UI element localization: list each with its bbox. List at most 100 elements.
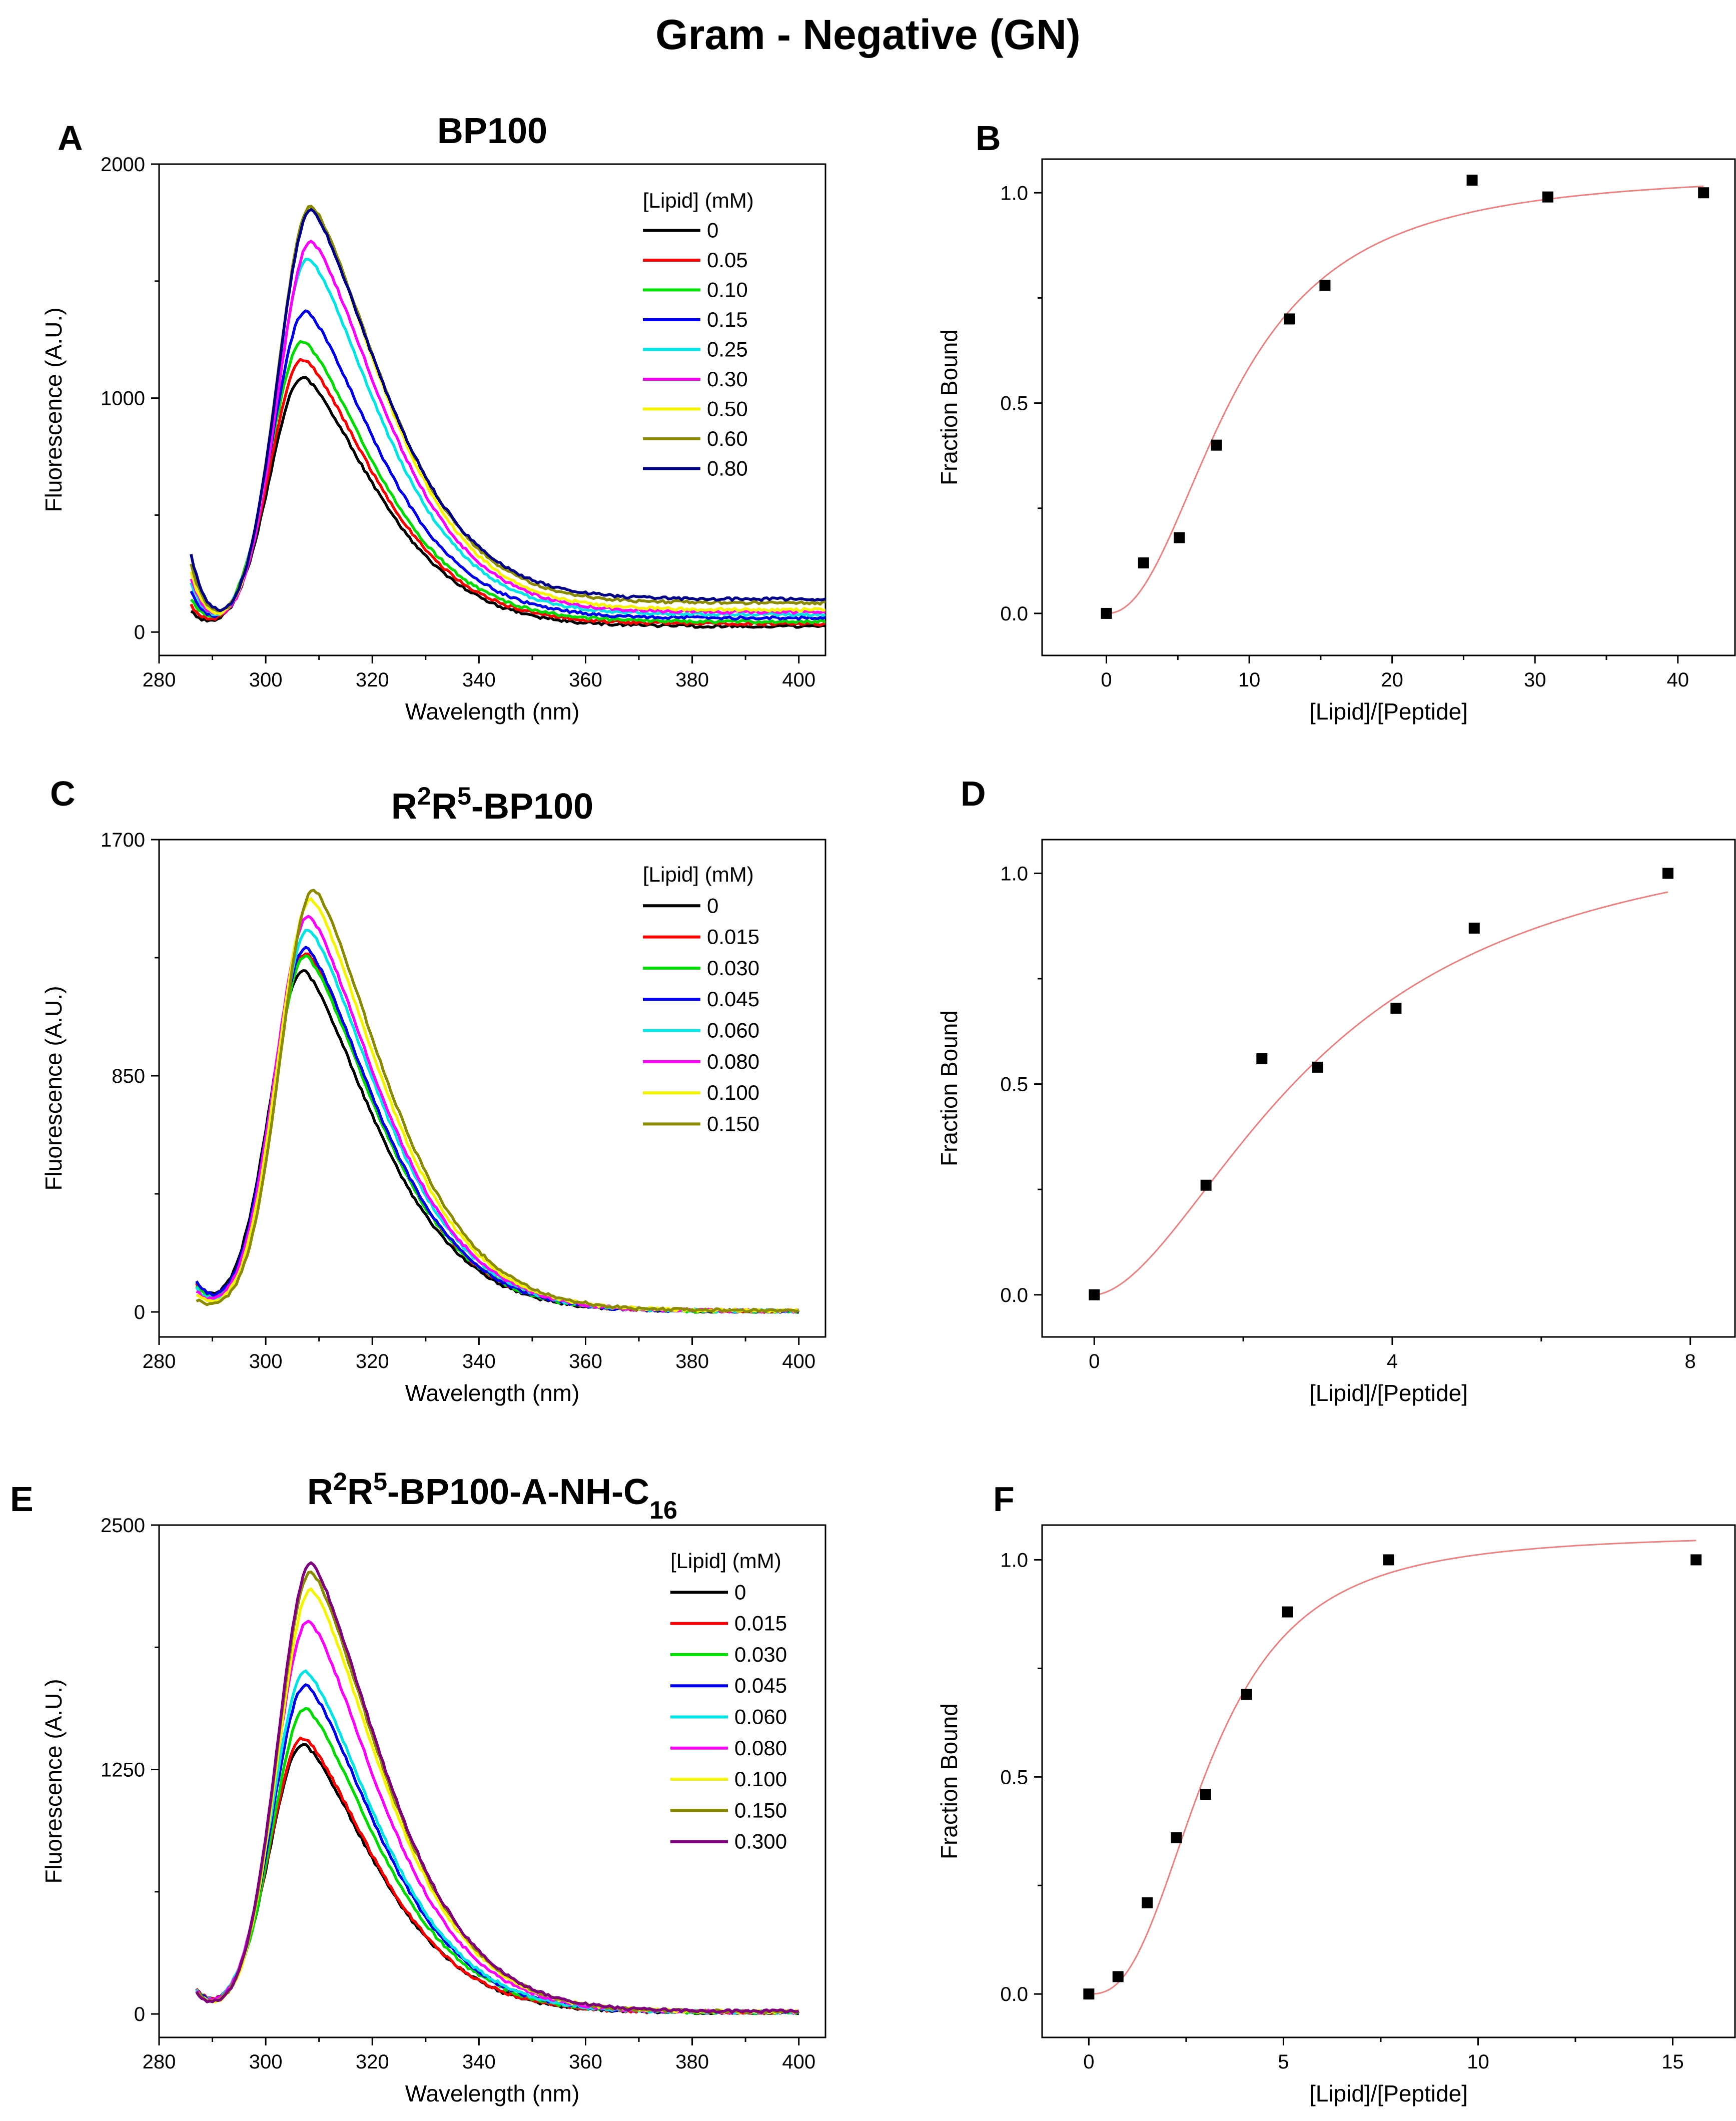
data-point <box>1390 1002 1402 1014</box>
y-tick-label: 0.5 <box>1000 1766 1028 1788</box>
legend-entry: 0.015 <box>734 1612 787 1635</box>
legend-entry: 0.060 <box>734 1705 787 1729</box>
data-point <box>1282 1606 1293 1618</box>
x-axis-label: [Lipid]/[Peptide] <box>1309 2080 1468 2106</box>
legend-entry: 0.80 <box>707 457 748 480</box>
x-tick-label: 380 <box>675 1350 709 1372</box>
legend-entry: 0.30 <box>707 367 748 391</box>
x-tick-label: 400 <box>782 669 815 691</box>
data-point <box>1171 1832 1182 1843</box>
data-point <box>1468 922 1480 934</box>
data-point <box>1319 280 1331 291</box>
x-tick-label: 40 <box>1667 669 1689 691</box>
data-point <box>1101 607 1112 619</box>
series-line-0.150 <box>196 1570 799 2014</box>
data-point <box>1690 1554 1702 1566</box>
fit-curve <box>1089 1540 1696 1995</box>
panel-title: R2R5-BP100-A-NH-C16 <box>307 1467 677 1524</box>
y-tick-label: 0 <box>134 2003 145 2025</box>
series-line-0.15 <box>190 309 825 621</box>
y-tick-label: 0 <box>134 1301 145 1323</box>
legend-entry: 0.10 <box>707 278 748 302</box>
legend-entry: 0.300 <box>734 1830 787 1853</box>
x-tick-label: 0 <box>1083 2051 1094 2073</box>
series-group <box>195 1561 800 2015</box>
legend-entry: 0.05 <box>707 248 748 272</box>
legend-entry: 0 <box>734 1580 746 1604</box>
x-tick-label: 8 <box>1685 1350 1696 1372</box>
legend-entry: 0.045 <box>707 987 759 1011</box>
panel-e: E R2R5-BP100-A-NH-C16 280 300 320 340 360 380 40… <box>10 1467 826 2106</box>
x-tick-label: 15 <box>1661 2051 1684 2073</box>
y-tick-label: 850 <box>112 1065 145 1087</box>
y-tick-label: 2500 <box>101 1515 145 1537</box>
plot-frame <box>1041 839 1736 1338</box>
y-tick-label: 1250 <box>101 1759 145 1781</box>
legend-entry: 0.060 <box>707 1019 759 1042</box>
data-point <box>1174 532 1185 543</box>
y-axis-label: Fraction Bound <box>936 1703 962 1859</box>
y-axis-label: Fluorescence (A.U.) <box>41 986 67 1190</box>
data-point <box>1241 1689 1252 1700</box>
panel-d: D 0 4 8 0.0 0.5 1.0 [Lipid]/[Peptide] Fraction B… <box>936 774 1736 1406</box>
plot-frame <box>1041 158 1736 656</box>
panel-label: D <box>961 774 986 813</box>
legend: [Lipid] (mM) 0 0.015 0.030 0.045 0.060 0.080 0.… <box>643 863 759 1135</box>
data-point <box>1200 1789 1211 1800</box>
legend-title: [Lipid] (mM) <box>643 189 754 212</box>
x-tick-label: 380 <box>675 2051 709 2073</box>
x-tick-label: 320 <box>356 2051 389 2073</box>
series-line-0.150 <box>196 889 799 1313</box>
panel-c: C R2R5-BP100 280 300 320 340 360 380 400 0 850 1700… <box>41 774 826 1406</box>
points-group <box>1101 175 1709 619</box>
panel-label: F <box>993 1480 1015 1519</box>
x-axis-label: [Lipid]/[Peptide] <box>1309 1380 1468 1406</box>
data-point <box>1142 1897 1153 1908</box>
data-point <box>1089 1289 1100 1300</box>
panel-f: F 0 5 10 15 0.0 0.5 1.0 [Lipid]/[Peptide] Fractio… <box>936 1480 1736 2106</box>
panel-title: BP100 <box>437 111 547 151</box>
x-axis-label: [Lipid]/[Peptide] <box>1309 698 1468 725</box>
legend-entry: 0.25 <box>707 338 748 361</box>
legend-entry: 0.030 <box>734 1643 787 1666</box>
x-tick-label: 340 <box>462 669 496 691</box>
data-point <box>1211 439 1222 451</box>
y-tick-label: 1.0 <box>1000 182 1028 204</box>
series-line-0.05 <box>190 358 825 627</box>
points-group <box>1083 1554 1702 2000</box>
legend-entry: 0.60 <box>707 427 748 450</box>
x-tick-label: 300 <box>249 1350 283 1372</box>
series-line-0.045 <box>195 1683 800 2015</box>
fit-curve <box>1106 185 1704 614</box>
fit-group <box>1106 185 1704 614</box>
y-tick-label: 2000 <box>101 154 145 176</box>
legend: [Lipid] (mM) 0 0.015 0.030 0.045 0.060 0.080 0.… <box>670 1549 787 1853</box>
fit-curve <box>1094 891 1668 1296</box>
legend-entry: 0.080 <box>734 1736 787 1760</box>
x-axis-label: Wavelength (nm) <box>405 2080 580 2106</box>
x-tick-label: 10 <box>1238 669 1261 691</box>
figure-title: Gram - Negative (GN) <box>655 11 1081 58</box>
plot-frame <box>158 163 826 656</box>
series-line-0.100 <box>196 1587 800 2014</box>
x-tick-label: 280 <box>143 1350 176 1372</box>
data-point <box>1662 868 1673 879</box>
x-tick-label: 340 <box>462 1350 496 1372</box>
y-tick-label: 0 <box>134 621 145 643</box>
panel-title: R2R5-BP100 <box>391 782 593 827</box>
fit-group <box>1094 891 1668 1296</box>
data-point <box>1083 1988 1095 2000</box>
series-line-0.80 <box>190 208 825 612</box>
x-tick-label: 280 <box>143 669 176 691</box>
y-tick-label: 1.0 <box>1000 1549 1028 1571</box>
x-tick-label: 30 <box>1524 669 1546 691</box>
y-axis-label: Fraction Bound <box>936 329 962 485</box>
x-tick-label: 360 <box>569 2051 602 2073</box>
y-tick-label: 0.0 <box>1000 603 1028 625</box>
y-axis-label: Fluorescence (A.U.) <box>41 307 67 512</box>
y-tick-label: 1000 <box>101 388 145 410</box>
x-tick-label: 340 <box>462 2051 496 2073</box>
panel-label: C <box>50 774 76 813</box>
data-point <box>1138 557 1149 569</box>
legend-entry: 0.50 <box>707 397 748 421</box>
